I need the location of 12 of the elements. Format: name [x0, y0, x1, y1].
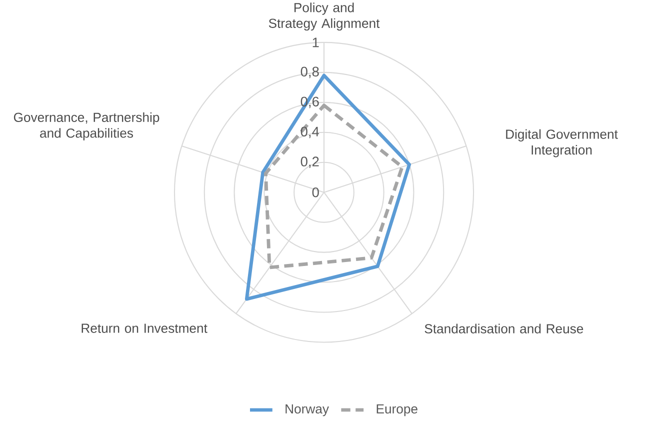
spoke-label: Digital Government Integration	[506, 129, 618, 158]
legend-label: Europe	[376, 404, 418, 416]
spoke-label: Standardisation and Reuse	[424, 324, 584, 334]
y-tick-label: 0	[312, 188, 319, 198]
spoke-label: Governance, Partnership and Capabilities	[14, 112, 160, 141]
y-tick-label: 0,4	[300, 126, 320, 138]
y-tick-label: 0,8	[300, 66, 319, 78]
legend-label: Norway	[286, 404, 329, 416]
y-tick-label: 0,2	[300, 156, 319, 168]
y-tick-label: 1	[312, 38, 319, 48]
spoke-label: Return on Investment	[82, 324, 208, 334]
spoke-label: Policy and Strategy Alignment	[268, 2, 380, 31]
